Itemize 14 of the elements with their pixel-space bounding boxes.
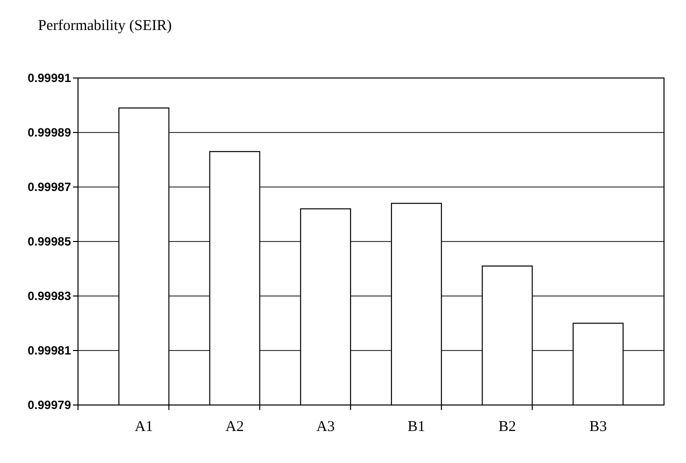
x-tick-label: A2	[226, 419, 244, 435]
y-tick-label: 0.99991	[28, 71, 72, 86]
y-tick-label: 0.99983	[28, 289, 72, 304]
x-tick-label: A1	[134, 419, 154, 435]
y-tick-label: 0.99989	[28, 126, 72, 140]
y-tick-label: 0.99985	[28, 234, 72, 249]
x-tick-label: B2	[498, 419, 516, 435]
x-tick-label: B1	[408, 419, 426, 435]
x-tick-label: A3	[316, 419, 335, 435]
x-tick-label: B3	[589, 419, 607, 435]
y-tick-label: 0.99981	[28, 344, 72, 358]
y-tick-label: 0.99987	[28, 180, 72, 194]
chart-title: Performability (SEIR)	[38, 18, 172, 34]
y-tick-label: 0.99979	[28, 398, 72, 412]
